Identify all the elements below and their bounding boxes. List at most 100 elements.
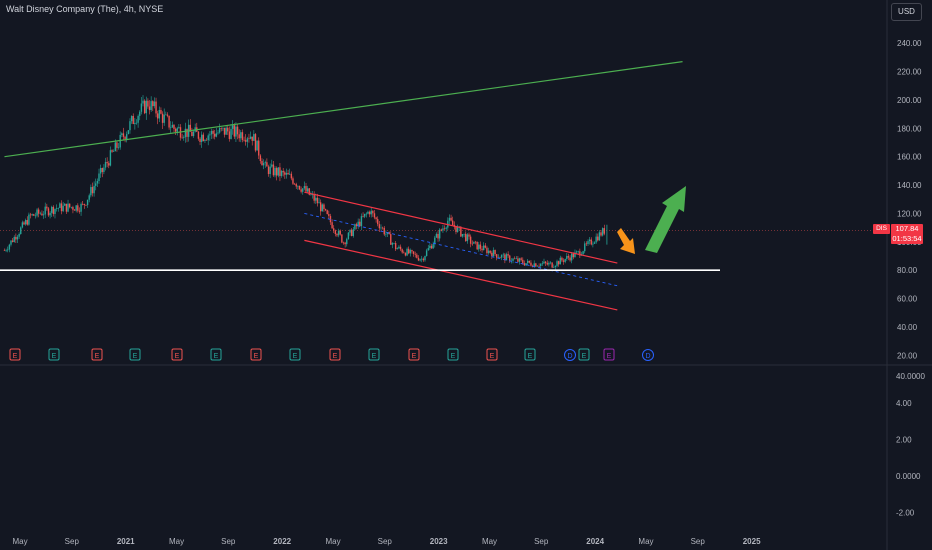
- candle-body: [90, 187, 92, 196]
- event-letter: E: [13, 353, 18, 360]
- candle-body: [518, 258, 521, 262]
- candle-body: [543, 261, 545, 264]
- candle-body: [47, 208, 50, 216]
- candle-body: [577, 251, 579, 252]
- candle-body: [199, 138, 201, 142]
- candle-body: [121, 133, 123, 135]
- orange-arrow-icon[interactable]: [617, 228, 635, 254]
- candle-body: [214, 133, 216, 137]
- earnings-event-icon[interactable]: [408, 348, 420, 361]
- earnings-event-icon[interactable]: [171, 348, 183, 361]
- earnings-event-icon[interactable]: [91, 348, 103, 361]
- earnings-event-icon[interactable]: [129, 348, 141, 361]
- earnings-event-icon[interactable]: [250, 348, 262, 361]
- candle-body: [186, 128, 188, 137]
- last-price-badge: 107.84 01:53:54: [891, 224, 923, 244]
- dividend-event-icon[interactable]: [642, 349, 654, 361]
- candle-body: [49, 212, 51, 216]
- candle-body: [408, 248, 410, 254]
- candle-body: [478, 244, 480, 250]
- candle-body: [398, 246, 400, 249]
- channel-upper-line[interactable]: [304, 191, 618, 264]
- candle-body: [73, 209, 76, 211]
- candle-body: [341, 234, 343, 243]
- earnings-event-icon[interactable]: [368, 348, 380, 361]
- candle-body: [11, 240, 14, 242]
- candle-body: [300, 189, 302, 192]
- candle-body: [249, 136, 252, 139]
- candle-body: [417, 257, 420, 261]
- candle-body: [24, 220, 27, 225]
- candle-body: [305, 186, 307, 192]
- earnings-event-icon[interactable]: [524, 348, 536, 361]
- candle-body: [256, 140, 258, 151]
- candle-body: [117, 147, 120, 149]
- candle-body: [240, 132, 242, 139]
- time-axis-label: 2025: [743, 537, 761, 546]
- event-letter: E: [582, 353, 587, 360]
- dividend-event-icon[interactable]: [564, 349, 576, 361]
- earnings-event-icon[interactable]: [329, 348, 341, 361]
- currency-button[interactable]: USD: [891, 3, 922, 21]
- candle-body: [434, 237, 436, 245]
- candle-body: [517, 258, 519, 262]
- candle-body: [334, 230, 337, 234]
- candle-body: [354, 224, 356, 230]
- channel-lower-line[interactable]: [304, 239, 618, 311]
- candle-body: [574, 252, 576, 258]
- candle-body: [88, 195, 90, 200]
- candle-body: [595, 236, 597, 243]
- green-arrow-icon[interactable]: [645, 186, 686, 253]
- candle-body: [377, 219, 379, 225]
- event-letter: E: [254, 353, 259, 360]
- indicator-tick-label: 0.0000: [896, 472, 921, 481]
- candle-body: [461, 234, 464, 237]
- time-axis-label: May: [638, 537, 653, 546]
- candle-body: [557, 261, 560, 265]
- event-letter: E: [490, 353, 495, 360]
- earnings-event-icon[interactable]: [603, 348, 615, 361]
- trendline-green[interactable]: [4, 61, 683, 158]
- candle-body: [321, 204, 324, 212]
- candle-body: [18, 234, 20, 237]
- candle-body: [168, 115, 170, 128]
- candle-body: [512, 258, 514, 261]
- candle-body: [443, 228, 446, 230]
- candle-body: [205, 139, 208, 141]
- time-axis-label: Sep: [378, 537, 393, 546]
- candle-body: [416, 254, 418, 258]
- candle-body: [533, 263, 535, 267]
- time-axis-label: 2022: [273, 537, 291, 546]
- candle-body: [220, 127, 222, 129]
- earnings-event-icon[interactable]: [289, 348, 301, 361]
- candle-body: [310, 194, 312, 196]
- earnings-event-icon[interactable]: [486, 348, 498, 361]
- candle-body: [412, 251, 415, 254]
- candle-body: [285, 172, 288, 175]
- price-tick-label: 160.00: [897, 153, 922, 162]
- candle-body: [365, 213, 368, 215]
- event-letter: E: [412, 353, 417, 360]
- candle-body: [126, 134, 128, 140]
- candle-body: [279, 167, 281, 176]
- candle-body: [468, 234, 470, 237]
- candle-body: [104, 162, 107, 168]
- candle-body: [538, 265, 540, 267]
- price-tick-label: 120.00: [897, 209, 922, 218]
- candle-body: [83, 204, 86, 205]
- candle-body: [337, 230, 340, 236]
- earnings-event-icon[interactable]: [578, 348, 590, 361]
- earnings-event-icon[interactable]: [447, 348, 459, 361]
- candle-body: [277, 167, 279, 176]
- candle-body: [44, 206, 46, 215]
- candle-body: [86, 199, 89, 206]
- time-axis-label: 2024: [586, 537, 604, 546]
- earnings-event-icon[interactable]: [48, 348, 60, 361]
- event-letter: E: [333, 353, 338, 360]
- event-letter: E: [293, 353, 298, 360]
- earnings-event-icon[interactable]: [9, 348, 21, 361]
- earnings-event-icon[interactable]: [210, 348, 222, 361]
- candle-body: [590, 239, 592, 245]
- candle-body: [399, 246, 402, 250]
